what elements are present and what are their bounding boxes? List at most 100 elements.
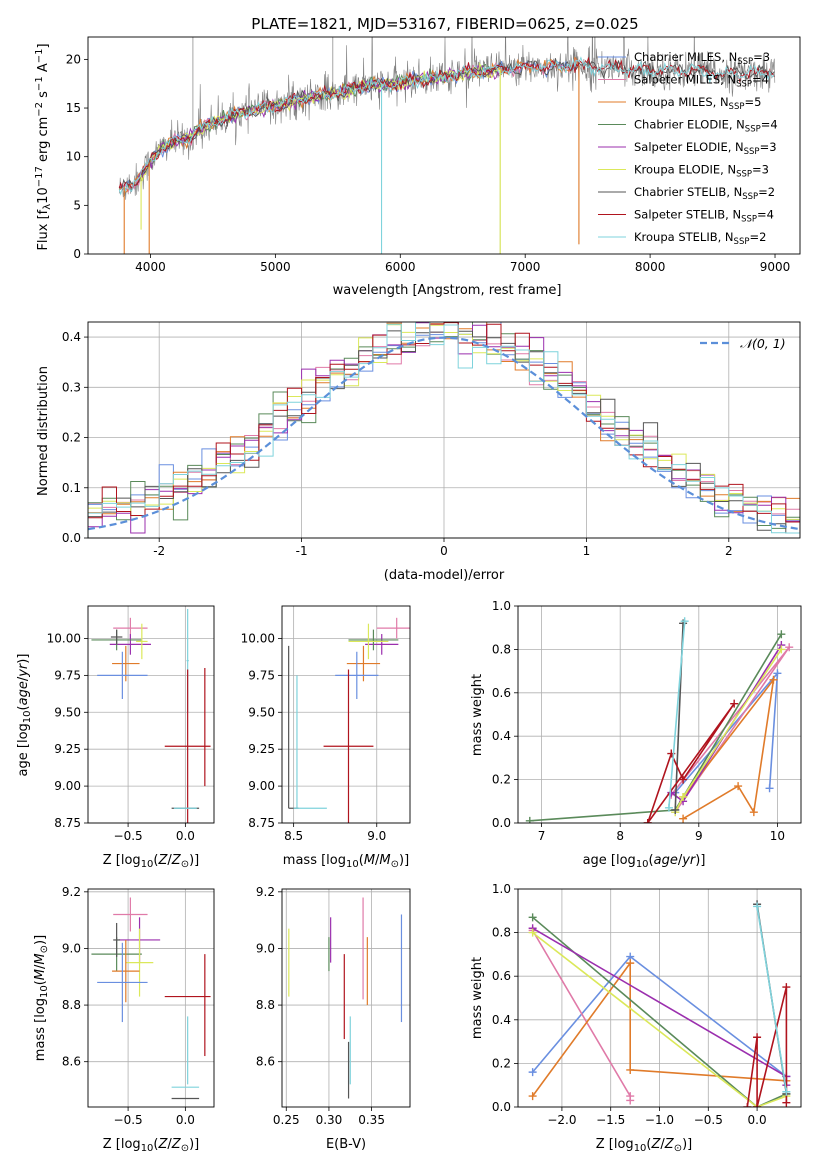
residuals-ytick-label-4: 0.4 xyxy=(62,330,81,344)
mass-vs-metallicity-panel: Z [log10(Z/Z⊙)] mass [log10(M/M⊙)] −0.5 0… xyxy=(33,885,215,1154)
weight_vs_Z-marker-kroupa-miles-0 xyxy=(528,1092,537,1101)
mass_vs_Z-ytick-label-3: 9.2 xyxy=(62,885,81,899)
weight_vs_Z-marker-salpeter-stelib-3 xyxy=(782,983,791,992)
weight_vs_Z-marker-salpeter-miles-2 xyxy=(626,1096,635,1105)
weight_vs_Z-ytick-label-3: 0.6 xyxy=(492,969,511,983)
age-vs-mass-panel: mass [log10(M/M⊙)] 8.5 9.0 8.75 9.00 9.25 9.5… xyxy=(241,605,411,870)
weight_vs_age-marker-chabrier-miles-1 xyxy=(773,669,782,678)
residuals-ytick-label-2: 0.2 xyxy=(62,431,81,445)
mass_vs_Z-ytick-label-2: 9.0 xyxy=(62,941,81,955)
weight_vs_Z-marker-salpeter-stelib-1 xyxy=(753,1033,762,1042)
spectrum-model-kroupa-elodie xyxy=(137,61,500,183)
spectrum-ytick-label-4: 20 xyxy=(66,52,81,66)
spectrum-ytick-label-3: 15 xyxy=(66,101,81,115)
age_vs_Z-ytick-label-0: 8.75 xyxy=(54,816,81,830)
residuals-xtick-label-1: -1 xyxy=(296,544,308,558)
weight_vs_age-marker-chabrier-elodie-0 xyxy=(525,816,534,823)
age_vs_mass-ytick-label-4: 9.75 xyxy=(248,668,275,682)
mass_vs_EBV-ytick-label-0: 8.6 xyxy=(256,1055,275,1069)
age_vs_Z-ytick-label-4: 9.75 xyxy=(54,668,81,682)
weight_vs_Z-marker-chabrier-elodie-0 xyxy=(528,913,537,922)
weight_vs_Z-marker-chabrier-miles-0 xyxy=(528,1068,537,1077)
weight_vs_age-marker-kroupa-miles-3 xyxy=(769,675,778,684)
weight_vs_Z-line-kroupa-miles xyxy=(531,960,787,1097)
spectrum-legend-label-6: Chabrier STELIB, NSSP=2 xyxy=(634,185,775,202)
age-vs-metallicity-ylabel: age [log10(age/yr)] xyxy=(16,654,33,777)
weight_vs_age-ytick-label-3: 0.6 xyxy=(492,686,511,700)
spectrum-xtick-label-2: 6000 xyxy=(385,260,416,274)
weight-vs-age-xlabel: age [log10(age/yr)] xyxy=(583,853,706,870)
spectrum-legend-label-3: Chabrier ELODIE, NSSP=4 xyxy=(634,118,778,135)
mass_vs_Z-xtick-label-1: 0.0 xyxy=(176,1113,195,1127)
spectrum-legend-label-7: Salpeter STELIB, NSSP=4 xyxy=(634,208,774,225)
residuals-xlabel: (data-model)/error xyxy=(384,568,505,583)
spectrum-frame xyxy=(87,36,801,255)
weight_vs_age-marker-salpeter-stelib-4 xyxy=(643,819,652,823)
weight_vs_age-marker-salpeter-stelib-3 xyxy=(730,699,739,708)
spectrum-xtick-label-5: 9000 xyxy=(760,260,791,274)
spectrum-legend-label-0: Chabrier MILES, NSSP=3 xyxy=(634,50,770,67)
age_vs_Z-xtick-label-0: −0.5 xyxy=(114,829,143,843)
weight_vs_age-marker-chabrier-stelib-0 xyxy=(671,805,680,814)
residuals-ytick-label-3: 0.3 xyxy=(62,380,81,394)
spectrum-legend-label-4: Salpeter ELODIE, NSSP=3 xyxy=(634,140,777,157)
spectrum-legend-label-2: Kroupa MILES, NSSP=5 xyxy=(634,95,761,112)
weight_vs_Z-ytick-label-5: 1.0 xyxy=(492,882,511,896)
mass-vs-extinction-panel: E(B-V) 0.25 0.30 0.35 8.6 8.8 9.0 9.2 xyxy=(256,885,411,1152)
weight_vs_age-marker-kroupa-miles-1 xyxy=(734,782,743,791)
weight_vs_Z-ytick-label-0: 0.0 xyxy=(492,1100,511,1114)
residuals-panel: (data-model)/error Normed distribution -… xyxy=(36,321,801,583)
age-vs-mass-xlabel: mass [log10(M/M⊙)] xyxy=(283,853,409,870)
spectrum-xtick-label-4: 8000 xyxy=(635,260,666,274)
spectrum-xtick-label-1: 5000 xyxy=(260,260,291,274)
weight_vs_age-marker-kroupa-stelib-0 xyxy=(664,803,673,812)
mass_vs_EBV-ytick-label-2: 9.0 xyxy=(256,941,275,955)
weight_vs_Z-xtick-label-1: −1.5 xyxy=(596,1113,625,1127)
weight_vs_age-marker-salpeter-stelib-2 xyxy=(679,775,688,784)
mass_vs_Z-ytick-label-0: 8.6 xyxy=(62,1055,81,1069)
spectrum-model-salpeter-stelib xyxy=(118,56,775,191)
spectrum-panel: wavelength [Angstrom, rest frame] Flux [… xyxy=(34,36,801,298)
weight-vs-age-ylabel: mass weight xyxy=(470,674,485,756)
age_vs_mass-ytick-label-1: 9.00 xyxy=(248,779,275,793)
age-vs-metallicity-panel: Z [log10(Z/Z⊙)] age [log10(age/yr)] −0.5… xyxy=(16,605,215,870)
spectrum-ylabel: Flux [fλ10−17 erg cm−2 s−1 A−1] xyxy=(34,43,53,250)
residuals-ytick-label-1: 0.1 xyxy=(62,481,81,495)
age_vs_Z-ytick-label-3: 9.50 xyxy=(54,705,81,719)
spectrum-ytick-label-1: 5 xyxy=(73,198,81,212)
residuals-ylabel: Normed distribution xyxy=(36,366,51,496)
age_vs_mass-ytick-label-3: 9.50 xyxy=(248,705,275,719)
residuals-hist-kroupa-stelib xyxy=(88,322,800,538)
spectrum-xtick-label-3: 7000 xyxy=(510,260,541,274)
spectrum-plot-area xyxy=(118,37,776,254)
age-vs-metallicity-xlabel: Z [log10(Z/Z⊙)] xyxy=(103,853,200,870)
weight_vs_Z-line-chabrier-elodie xyxy=(532,916,787,1107)
spectrum-ytick-label-0: 0 xyxy=(73,247,81,261)
mass_vs_Z-ytick-label-1: 8.8 xyxy=(62,998,81,1012)
weight_vs_age-marker-chabrier-miles-2 xyxy=(765,784,774,793)
weight_vs_Z-ytick-label-1: 0.2 xyxy=(492,1056,511,1070)
spectrum-ytick-label-2: 10 xyxy=(66,150,81,164)
mass_vs_EBV-ytick-label-1: 8.8 xyxy=(256,998,275,1012)
weight_vs_age-marker-salpeter-miles-1 xyxy=(785,643,794,652)
residuals-normal-curve xyxy=(88,336,800,531)
age_vs_Z-xtick-label-1: 0.0 xyxy=(176,829,195,843)
spectrum-model-chabrier-stelib xyxy=(118,58,775,189)
weight_vs_Z-line-kroupa-stelib xyxy=(756,906,788,1092)
weight_vs_age-xtick-label-0: 7 xyxy=(538,829,546,843)
spectrum-xtick-label-0: 4000 xyxy=(135,260,166,274)
weight_vs_Z-frame xyxy=(517,888,802,1108)
weight_vs_age-line-kroupa-stelib xyxy=(668,621,686,808)
weight_vs_Z-marker-kroupa-miles-1 xyxy=(626,959,635,968)
age_vs_mass-frame xyxy=(281,605,411,824)
mass_vs_Z-xtick-label-0: −0.5 xyxy=(114,1113,143,1127)
weight_vs_Z-marker-kroupa-elodie-0 xyxy=(528,928,537,937)
weight_vs_age-ytick-label-0: 0.0 xyxy=(492,816,511,830)
weight_vs_Z-marker-salpeter-stelib-2 xyxy=(753,1103,762,1107)
residuals-xtick-label-3: 1 xyxy=(583,544,591,558)
weight_vs_age-xtick-label-3: 10 xyxy=(770,829,785,843)
weight-vs-metallicity-panel: Z [log10(Z/Z⊙)] mass weight −2.0 −1.5 −1.0… xyxy=(470,882,802,1154)
mass-vs-metallicity-ylabel: mass [log10(M/M⊙)] xyxy=(33,935,50,1061)
